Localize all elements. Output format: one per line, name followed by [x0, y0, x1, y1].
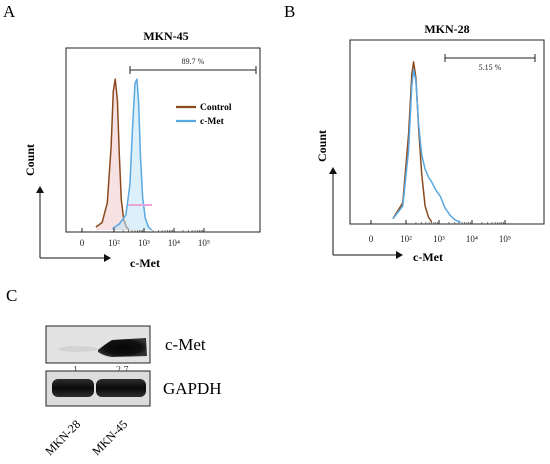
x-tick-label-b-1: 10² — [400, 234, 412, 244]
x-arrowhead-b — [396, 251, 403, 259]
y-arrowhead-a — [36, 186, 44, 193]
western-blot: c-Met 1 2.7 GAPDH MKN-28 MKN-45 — [42, 325, 222, 458]
band-label-cmet: c-Met — [165, 335, 206, 354]
band-gapdh-lane1 — [52, 379, 94, 397]
x-arrowhead-a — [104, 254, 111, 262]
chart-title-a: MKN-45 — [143, 29, 188, 43]
x-tick-label-a-3: 10⁴ — [168, 238, 180, 248]
band-cmet-lane1 — [58, 346, 98, 352]
x-tick-label-a-1: 10² — [108, 238, 120, 248]
x-tick-label-a-0: 0 — [80, 238, 85, 248]
x-axis-label-a: c-Met — [130, 256, 160, 270]
panel-label-b: B — [284, 2, 295, 21]
flow-histogram-b: MKN-28 5.15 % 0 10² 10³ 10⁴ 10⁵ Count c-Met — [315, 22, 545, 264]
panel-label-c: C — [6, 286, 17, 305]
series-group-b — [392, 61, 461, 223]
histogram-line-b-1 — [392, 69, 461, 223]
x-tick-label-a-4: 10⁵ — [198, 238, 210, 248]
x-tick-label-a-2: 10³ — [138, 238, 150, 248]
plot-frame-b — [349, 39, 545, 225]
y-arrowhead-b — [329, 167, 337, 174]
x-axis-label-b: c-Met — [413, 250, 443, 264]
legend-a: Control c-Met — [176, 103, 232, 127]
lane-label-mkn45: MKN-45 — [89, 417, 130, 458]
band-label-gapdh: GAPDH — [163, 379, 222, 398]
x-tick-label-b-3: 10⁴ — [466, 234, 478, 244]
series-group-a — [95, 78, 153, 231]
band-cmet-lane2 — [98, 338, 147, 357]
panel-label-a: A — [3, 2, 16, 21]
band-gapdh-lane2 — [96, 379, 146, 397]
gate-label-a: 89.7 % — [182, 57, 205, 66]
legend-label-cmet: c-Met — [200, 117, 225, 127]
gate-label-b: 5.15 % — [479, 63, 502, 72]
chart-title-b: MKN-28 — [424, 22, 469, 36]
flow-histogram-a: MKN-45 89.7 % Control c-Met 0 10² 10³ 10⁴ 10… — [23, 29, 261, 270]
x-ticks-a: 0 10² 10³ 10⁴ 10⁵ — [80, 228, 210, 248]
lane-label-mkn28: MKN-28 — [42, 417, 83, 458]
x-tick-label-b-2: 10³ — [433, 234, 445, 244]
x-tick-label-b-0: 0 — [369, 234, 374, 244]
y-axis-label-b: Count — [315, 130, 329, 162]
y-axis-label-a: Count — [23, 144, 37, 176]
x-ticks-b: 0 10² 10³ 10⁴ 10⁵ — [369, 220, 511, 244]
histogram-line-a-1 — [112, 78, 153, 231]
plot-frame-a — [65, 47, 261, 233]
legend-label-control: Control — [200, 103, 232, 113]
x-tick-label-b-4: 10⁵ — [499, 234, 511, 244]
